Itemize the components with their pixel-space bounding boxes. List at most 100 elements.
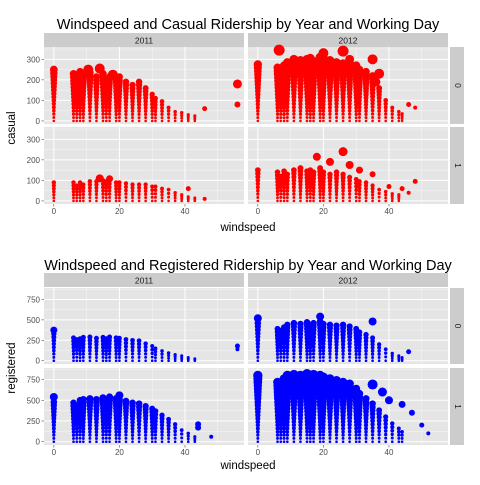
data-point <box>166 109 171 113</box>
data-point <box>78 196 82 200</box>
data-point <box>137 105 142 110</box>
data-point <box>308 345 313 350</box>
data-point <box>370 97 375 103</box>
data-point <box>308 355 312 359</box>
data-point <box>114 106 119 110</box>
data-point <box>278 105 283 110</box>
data-point <box>275 102 280 107</box>
data-point <box>104 196 108 200</box>
data-point <box>88 433 92 437</box>
data-point <box>347 418 352 424</box>
data-point <box>153 109 158 114</box>
data-point <box>101 352 105 356</box>
data-point <box>71 189 76 194</box>
data-point <box>340 182 346 187</box>
data-point <box>347 101 352 106</box>
data-point <box>354 116 358 120</box>
data-point <box>51 180 57 185</box>
facet-label-workingday: 1 <box>453 163 463 168</box>
data-points <box>253 312 412 363</box>
data-point <box>172 422 178 427</box>
data-point <box>322 119 325 123</box>
data-point <box>282 105 287 110</box>
data-point <box>124 192 128 196</box>
data-point <box>383 189 388 194</box>
data-point <box>371 115 375 119</box>
data-point <box>298 348 303 353</box>
data-point <box>81 345 86 350</box>
data-point <box>255 345 260 350</box>
data-point <box>355 166 363 174</box>
data-point <box>370 352 375 356</box>
data-point <box>357 179 362 184</box>
data-point <box>186 355 190 359</box>
data-point <box>88 189 92 193</box>
data-point <box>312 116 316 120</box>
data-point <box>144 440 147 443</box>
data-point <box>334 352 339 356</box>
data-point <box>173 193 177 198</box>
y-tick-label: 0 <box>36 197 41 206</box>
data-point <box>318 349 322 353</box>
data-point <box>256 359 260 363</box>
data-point <box>130 352 135 356</box>
data-point <box>123 344 129 349</box>
data-point <box>71 186 76 191</box>
data-point <box>325 55 335 65</box>
data-point <box>117 345 122 350</box>
data-point <box>285 352 289 356</box>
data-point <box>78 436 82 440</box>
data-point <box>400 433 404 437</box>
data-point <box>150 426 155 431</box>
data-point <box>137 429 141 434</box>
data-point <box>153 352 158 357</box>
data-point <box>153 102 158 107</box>
data-point <box>101 429 105 434</box>
data-point <box>305 116 309 119</box>
data-point <box>71 180 76 185</box>
data-point <box>397 436 401 440</box>
data-point <box>104 108 109 113</box>
data-point <box>159 102 165 107</box>
data-point <box>75 440 79 443</box>
data-point <box>77 102 83 107</box>
data-point <box>334 105 339 110</box>
data-point <box>135 400 143 407</box>
data-point <box>339 321 347 328</box>
data-point <box>160 196 164 200</box>
data-point <box>384 112 388 116</box>
data-point <box>130 109 135 113</box>
y-tick-label: 100 <box>27 96 41 105</box>
data-point <box>104 440 108 443</box>
data-point <box>377 116 381 120</box>
data-point <box>144 116 148 120</box>
data-point <box>377 102 382 107</box>
data-point <box>370 433 375 437</box>
data-point <box>117 356 121 359</box>
data-point <box>285 116 289 119</box>
data-point <box>327 182 333 187</box>
data-point <box>383 414 389 420</box>
data-point <box>153 188 158 192</box>
data-point <box>278 426 283 431</box>
data-point <box>328 352 332 356</box>
data-point <box>136 182 142 187</box>
data-point <box>278 181 283 186</box>
data-point <box>321 109 326 113</box>
data-point <box>390 436 394 440</box>
data-point <box>347 433 352 437</box>
data-point <box>81 352 85 356</box>
data-point <box>320 169 327 175</box>
data-point <box>71 345 76 350</box>
data-point <box>335 196 338 200</box>
data-point <box>334 426 339 431</box>
data-point <box>144 433 148 437</box>
data-point <box>130 423 135 428</box>
data-point <box>419 422 425 428</box>
data-point <box>358 440 361 443</box>
data-point <box>256 352 260 356</box>
data-point <box>81 112 85 116</box>
data-point <box>51 101 57 106</box>
data-point <box>390 425 395 430</box>
data-point <box>150 355 154 359</box>
